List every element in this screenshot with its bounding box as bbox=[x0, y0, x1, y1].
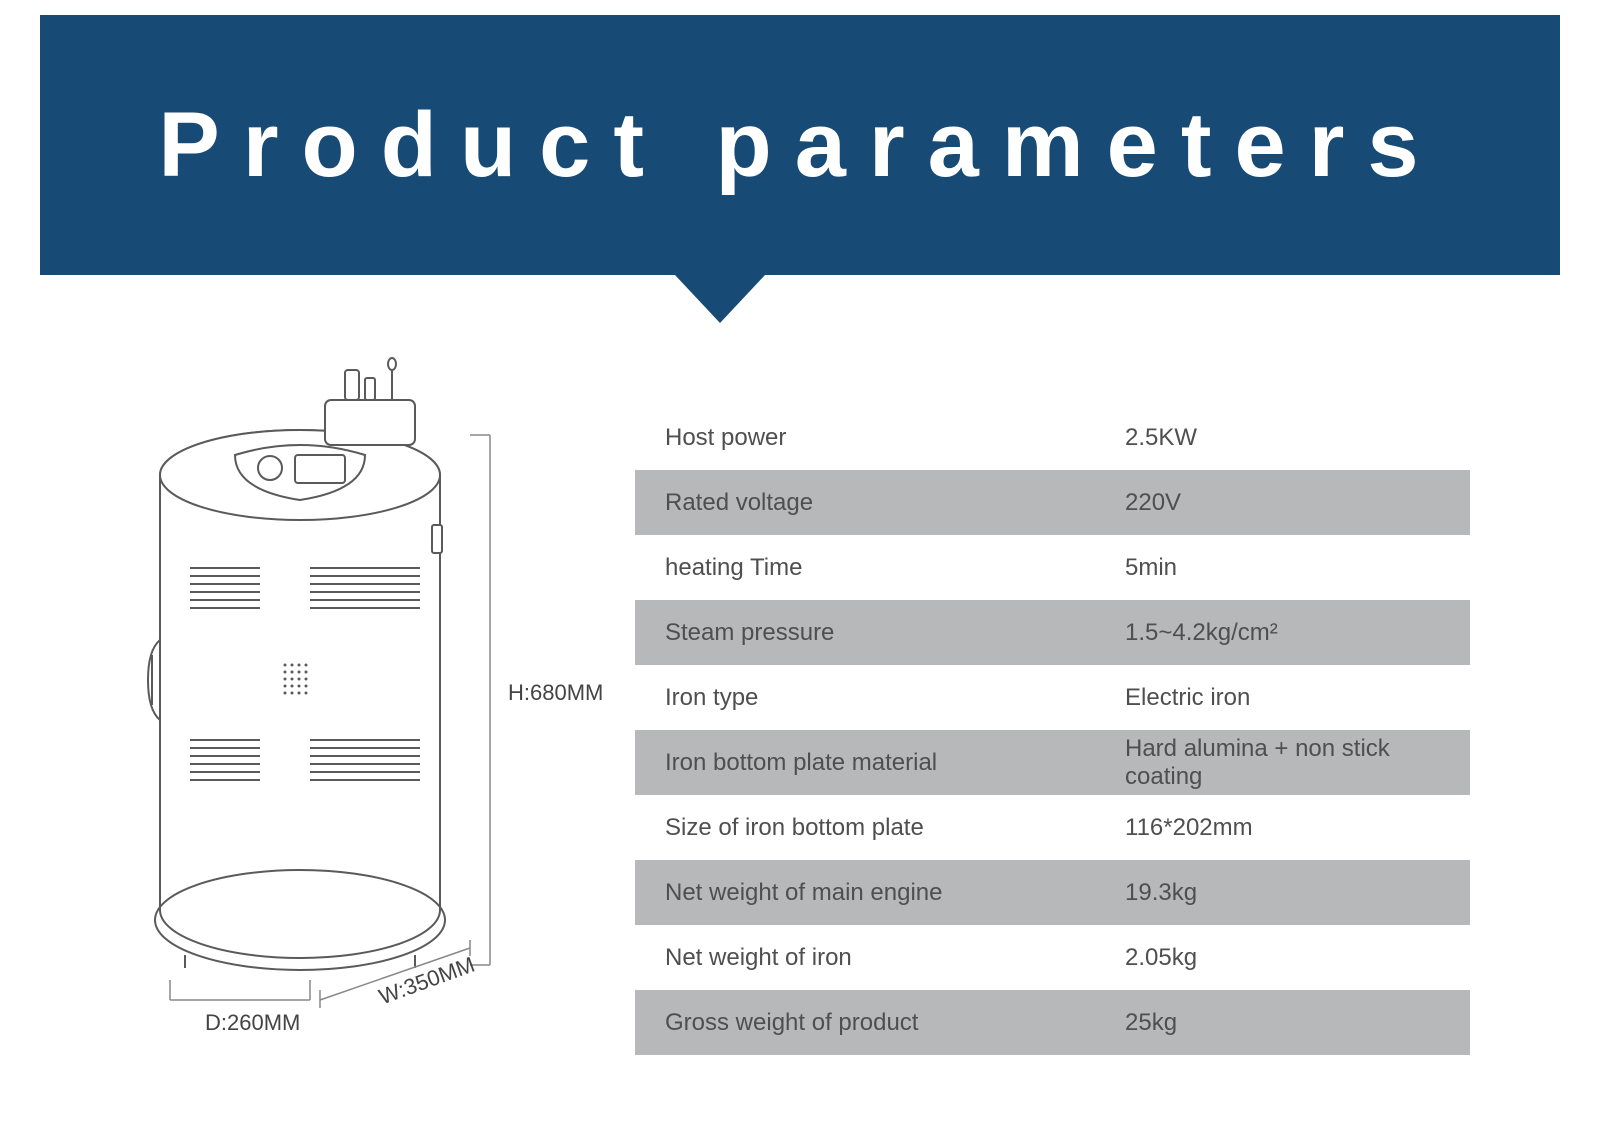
spec-row: heating Time5min bbox=[635, 535, 1470, 600]
product-diagram: H:680MM W:350MM D:260MM bbox=[130, 350, 600, 1070]
spec-value: 220V bbox=[1125, 489, 1440, 517]
header-banner: Product parameters bbox=[40, 15, 1560, 275]
spec-value: Hard alumina + non stick coating bbox=[1125, 735, 1440, 791]
spec-label: Size of iron bottom plate bbox=[665, 814, 1125, 842]
spec-row: Rated voltage220V bbox=[635, 470, 1470, 535]
spec-row: Size of iron bottom plate116*202mm bbox=[635, 795, 1470, 860]
spec-row: Iron typeElectric iron bbox=[635, 665, 1470, 730]
spec-value: 25kg bbox=[1125, 1009, 1440, 1037]
spec-value: 1.5~4.2kg/cm² bbox=[1125, 619, 1440, 647]
spec-label: Iron bottom plate material bbox=[665, 749, 1125, 777]
spec-row: Iron bottom plate materialHard alumina +… bbox=[635, 730, 1470, 795]
spec-label: Steam pressure bbox=[665, 619, 1125, 647]
spec-row: Steam pressure1.5~4.2kg/cm² bbox=[635, 600, 1470, 665]
spec-table: Host power2.5KWRated voltage220Vheating … bbox=[635, 405, 1470, 1055]
spec-value: Electric iron bbox=[1125, 684, 1440, 712]
product-outline-svg bbox=[130, 350, 600, 1070]
spec-value: 5min bbox=[1125, 554, 1440, 582]
dimension-height-label: H:680MM bbox=[508, 680, 603, 706]
spec-label: Net weight of main engine bbox=[665, 879, 1125, 907]
header-pointer-icon bbox=[675, 275, 765, 323]
spec-row: Net weight of main engine19.3kg bbox=[635, 860, 1470, 925]
spec-row: Net weight of iron2.05kg bbox=[635, 925, 1470, 990]
spec-row: Host power2.5KW bbox=[635, 405, 1470, 470]
spec-label: Rated voltage bbox=[665, 489, 1125, 517]
spec-row: Gross weight of product25kg bbox=[635, 990, 1470, 1055]
spec-label: Gross weight of product bbox=[665, 1009, 1125, 1037]
spec-value: 2.05kg bbox=[1125, 944, 1440, 972]
spec-value: 19.3kg bbox=[1125, 879, 1440, 907]
dimension-depth-label: D:260MM bbox=[205, 1010, 300, 1036]
spec-label: heating Time bbox=[665, 554, 1125, 582]
spec-label: Iron type bbox=[665, 684, 1125, 712]
spec-label: Host power bbox=[665, 424, 1125, 452]
spec-label: Net weight of iron bbox=[665, 944, 1125, 972]
page-title: Product parameters bbox=[158, 93, 1441, 198]
spec-value: 116*202mm bbox=[1125, 814, 1440, 842]
spec-value: 2.5KW bbox=[1125, 424, 1440, 452]
